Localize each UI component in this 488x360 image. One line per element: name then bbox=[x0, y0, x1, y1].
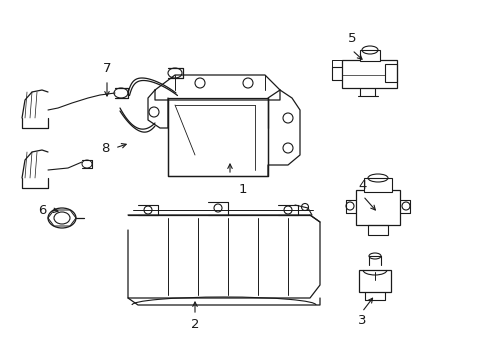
Text: 5: 5 bbox=[347, 32, 356, 45]
Ellipse shape bbox=[48, 208, 76, 228]
Text: 3: 3 bbox=[357, 314, 366, 327]
Text: 1: 1 bbox=[238, 183, 247, 195]
Bar bbox=[384, 64, 396, 82]
Bar bbox=[168, 98, 267, 176]
Bar bbox=[358, 270, 390, 292]
Bar bbox=[341, 60, 396, 88]
Bar bbox=[367, 225, 387, 235]
Bar bbox=[359, 50, 379, 61]
Text: 6: 6 bbox=[38, 203, 46, 216]
Text: 7: 7 bbox=[102, 62, 111, 75]
Text: 2: 2 bbox=[190, 319, 199, 332]
Text: 4: 4 bbox=[358, 179, 366, 192]
Text: 8: 8 bbox=[101, 141, 109, 154]
Bar bbox=[355, 190, 399, 225]
Bar bbox=[363, 178, 391, 192]
